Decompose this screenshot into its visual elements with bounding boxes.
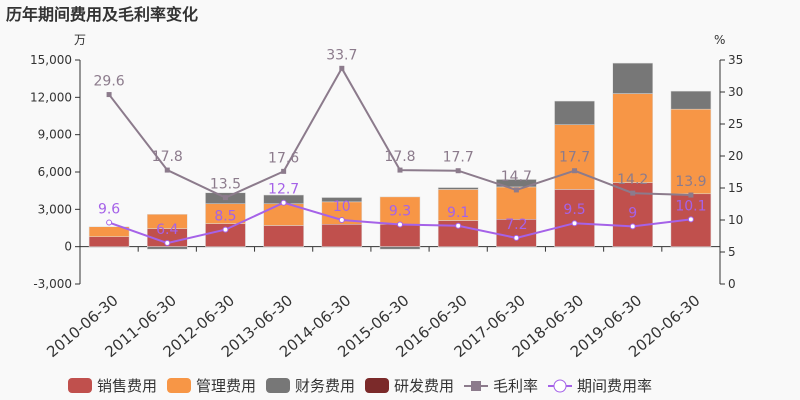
point-毛利率[interactable]	[397, 167, 403, 173]
point-毛利率[interactable]	[688, 192, 694, 198]
point-毛利率[interactable]	[630, 190, 636, 196]
bar-管理费用[interactable]	[437, 189, 479, 221]
data-label: 29.6	[94, 74, 125, 90]
data-label: 9.3	[389, 203, 411, 219]
bar-管理费用[interactable]	[88, 226, 130, 237]
point-期间费用率[interactable]	[106, 219, 113, 226]
data-label: 8.5	[214, 209, 236, 225]
point-毛利率[interactable]	[164, 167, 170, 173]
data-label: 9.1	[447, 205, 469, 221]
point-毛利率[interactable]	[572, 168, 578, 174]
legend-label[interactable]: 毛利率	[493, 377, 538, 395]
legend-marker	[553, 379, 567, 393]
y2-tick-label: 15	[728, 181, 743, 195]
y2-tick-label: 5	[728, 245, 736, 259]
data-label: 9	[628, 205, 637, 221]
legend-label[interactable]: 管理费用	[196, 377, 256, 395]
data-label: 17.6	[268, 150, 299, 166]
point-期间费用率[interactable]	[338, 217, 345, 223]
data-label: 10	[333, 199, 351, 215]
y2-tick-label: 25	[728, 117, 743, 131]
line-毛利率	[108, 66, 691, 199]
point-期间费用率[interactable]	[397, 221, 403, 228]
bar-财务费用[interactable]	[612, 62, 653, 94]
bar-销售费用[interactable]	[263, 225, 304, 247]
bar-财务费用[interactable]	[321, 197, 363, 203]
legend-swatch[interactable]	[365, 378, 389, 393]
data-label: 17.8	[152, 149, 183, 165]
legend-label[interactable]: 财务费用	[295, 377, 355, 395]
bar-财务费用[interactable]	[147, 246, 188, 250]
bar-销售费用[interactable]	[321, 224, 363, 247]
point-期间费用率[interactable]	[513, 234, 520, 241]
point-毛利率[interactable]	[106, 92, 112, 98]
bar-管理费用[interactable]	[612, 93, 653, 183]
data-label: 33.7	[326, 47, 357, 63]
bar-销售费用[interactable]	[554, 189, 595, 247]
chart-title: 历年期间费用及毛利率变化	[6, 5, 198, 24]
bar-财务费用[interactable]	[437, 187, 479, 190]
point-期间费用率[interactable]	[687, 216, 694, 223]
bar-财务费用[interactable]	[379, 246, 421, 250]
data-label: 9.5	[563, 202, 585, 218]
y2-tick-label: 20	[728, 149, 743, 163]
point-毛利率[interactable]	[222, 195, 228, 201]
data-label: 14.2	[617, 172, 648, 188]
data-label: 9.6	[98, 202, 120, 218]
legend-swatch[interactable]	[68, 378, 92, 393]
data-label: 17.7	[443, 150, 474, 166]
data-label: 17.7	[559, 150, 590, 166]
point-毛利率[interactable]	[339, 65, 345, 71]
point-毛利率[interactable]	[513, 187, 519, 193]
data-label: 13.5	[210, 177, 241, 193]
bar-管理费用[interactable]	[379, 196, 421, 225]
point-期间费用率[interactable]	[164, 240, 171, 247]
point-毛利率[interactable]	[455, 168, 461, 174]
y-tick-label: 9,000	[38, 128, 72, 142]
bar-管理费用[interactable]	[147, 214, 188, 229]
legend-swatch[interactable]	[167, 378, 191, 393]
data-label: 13.9	[675, 174, 706, 190]
right-unit: %	[714, 33, 725, 47]
y2-tick-label: 10	[728, 213, 743, 227]
bar-管理费用[interactable]	[554, 124, 595, 190]
legend-label[interactable]: 期间费用率	[577, 377, 652, 395]
bar-销售费用[interactable]	[496, 219, 537, 247]
bar-销售费用[interactable]	[88, 236, 130, 247]
point-期间费用率[interactable]	[455, 222, 462, 229]
bar-财务费用[interactable]	[670, 90, 712, 110]
data-label: 14.7	[501, 169, 532, 185]
legend-label[interactable]: 销售费用	[97, 377, 157, 395]
left-unit: 万	[74, 33, 86, 47]
legend-label[interactable]: 研发费用	[394, 377, 454, 395]
y-tick-label: 15,000	[30, 53, 72, 67]
data-label: 17.8	[384, 149, 415, 165]
y-tick-label: -3,000	[33, 277, 72, 291]
point-期间费用率[interactable]	[571, 220, 578, 227]
y-tick-label: 12,000	[30, 90, 72, 104]
legend-swatch[interactable]	[266, 378, 290, 393]
bar-销售费用[interactable]	[379, 224, 421, 247]
y-tick-label: 6,000	[38, 165, 72, 179]
data-label: 7.2	[505, 217, 527, 233]
point-期间费用率[interactable]	[222, 226, 229, 233]
point-毛利率[interactable]	[281, 168, 287, 174]
data-label: 12.7	[268, 182, 299, 198]
y2-tick-label: 0	[728, 277, 736, 291]
point-期间费用率[interactable]	[280, 199, 287, 206]
y2-tick-label: 30	[728, 85, 743, 99]
bar-财务费用[interactable]	[554, 100, 595, 125]
y-tick-label: 3,000	[38, 202, 72, 216]
legend-marker	[471, 381, 481, 391]
point-期间费用率[interactable]	[629, 223, 636, 230]
y2-tick-label: 35	[728, 53, 743, 67]
data-label: 6.4	[156, 222, 178, 238]
y-tick-label: 0	[64, 240, 72, 254]
data-label: 10.1	[675, 198, 706, 214]
